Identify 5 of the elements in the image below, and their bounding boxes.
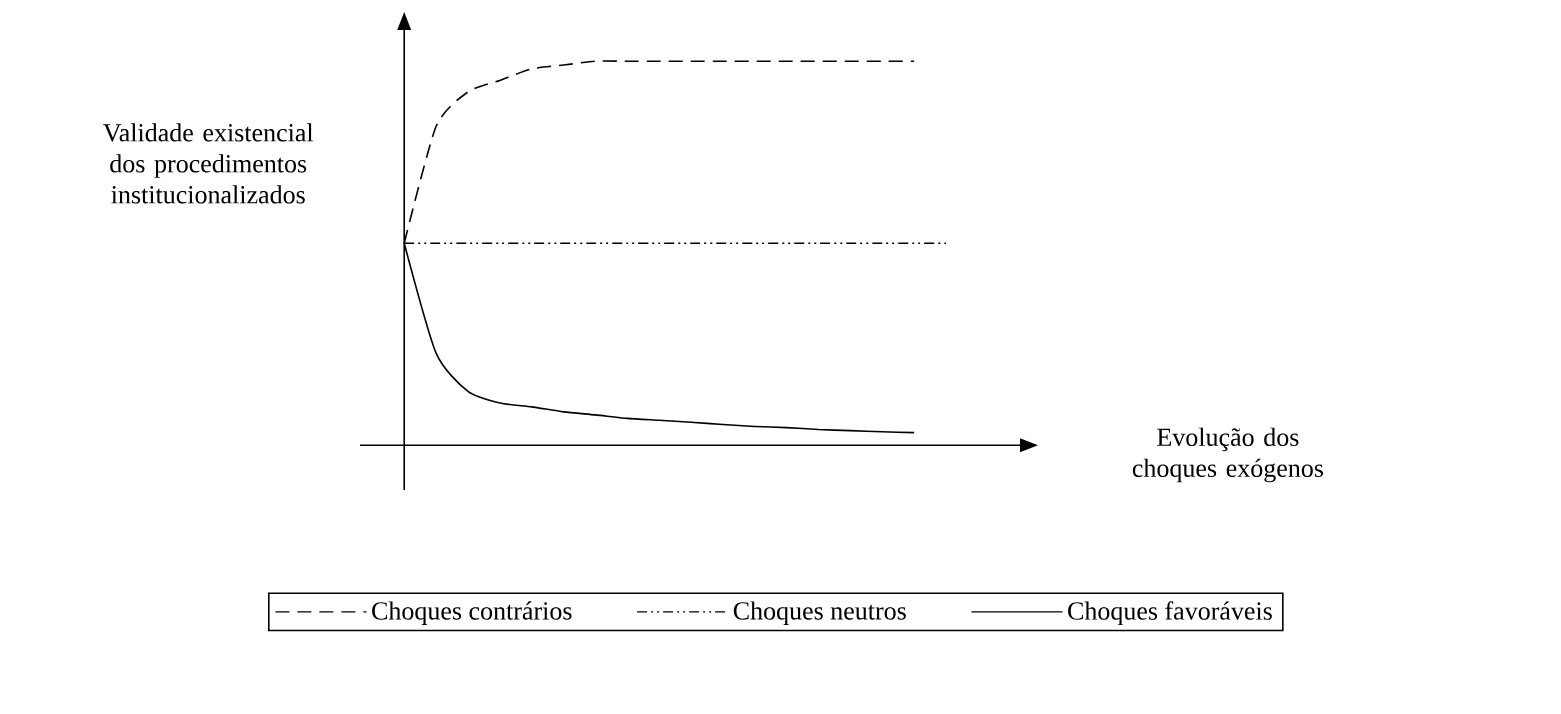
legend-label: Choques favoráveis bbox=[1068, 601, 1272, 626]
text: Evolução dos choques exógenos bbox=[1132, 427, 1324, 483]
text: Validade existencial dos procedimentos institucionalizados bbox=[103, 123, 314, 204]
legend-label: Choques contrários bbox=[372, 601, 572, 625]
legend-label: Choques neutros bbox=[733, 601, 906, 625]
